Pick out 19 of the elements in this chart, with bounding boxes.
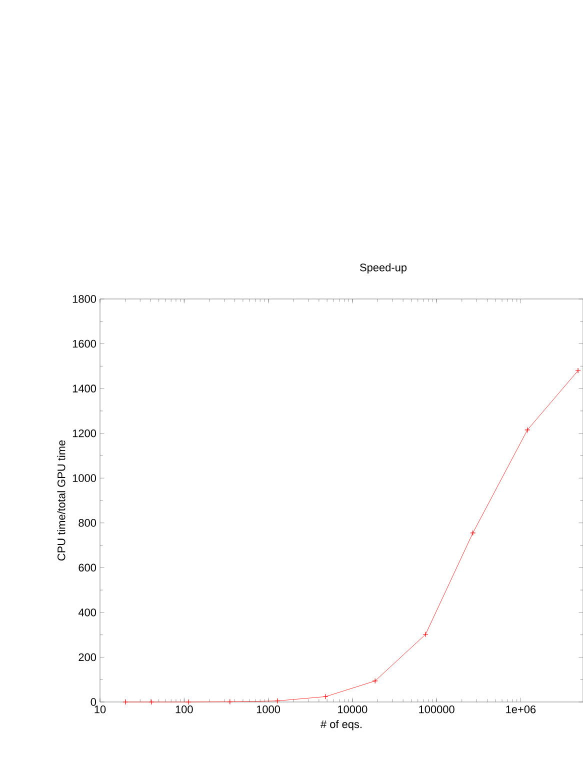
y-axis-title: CPU time/total GPU time	[57, 440, 66, 561]
x-tick-label: 100000	[419, 706, 454, 714]
y-tick-label: 200	[78, 653, 96, 662]
y-tick-label: 800	[78, 519, 96, 527]
x-tick-label: 1000	[256, 706, 280, 714]
y-tick-label: 1200	[72, 429, 96, 438]
x-axis-title: # of eqs.	[320, 720, 362, 730]
x-tick-label: 1e+06	[506, 706, 536, 714]
y-tick-label: 1000	[72, 474, 96, 482]
y-tick-label: 1800	[72, 295, 96, 303]
chart-title: Speed-up	[360, 263, 407, 274]
y-tick-label: 1600	[72, 340, 96, 348]
x-tick-label: 100	[176, 706, 193, 714]
y-tick-label: 0	[90, 698, 96, 706]
y-tick-label: 600	[78, 564, 96, 572]
x-tick-label: 10	[94, 706, 106, 714]
x-tick-label: 10000	[338, 706, 368, 714]
y-tick-label: 400	[78, 608, 96, 616]
y-tick-label: 1400	[72, 384, 96, 392]
